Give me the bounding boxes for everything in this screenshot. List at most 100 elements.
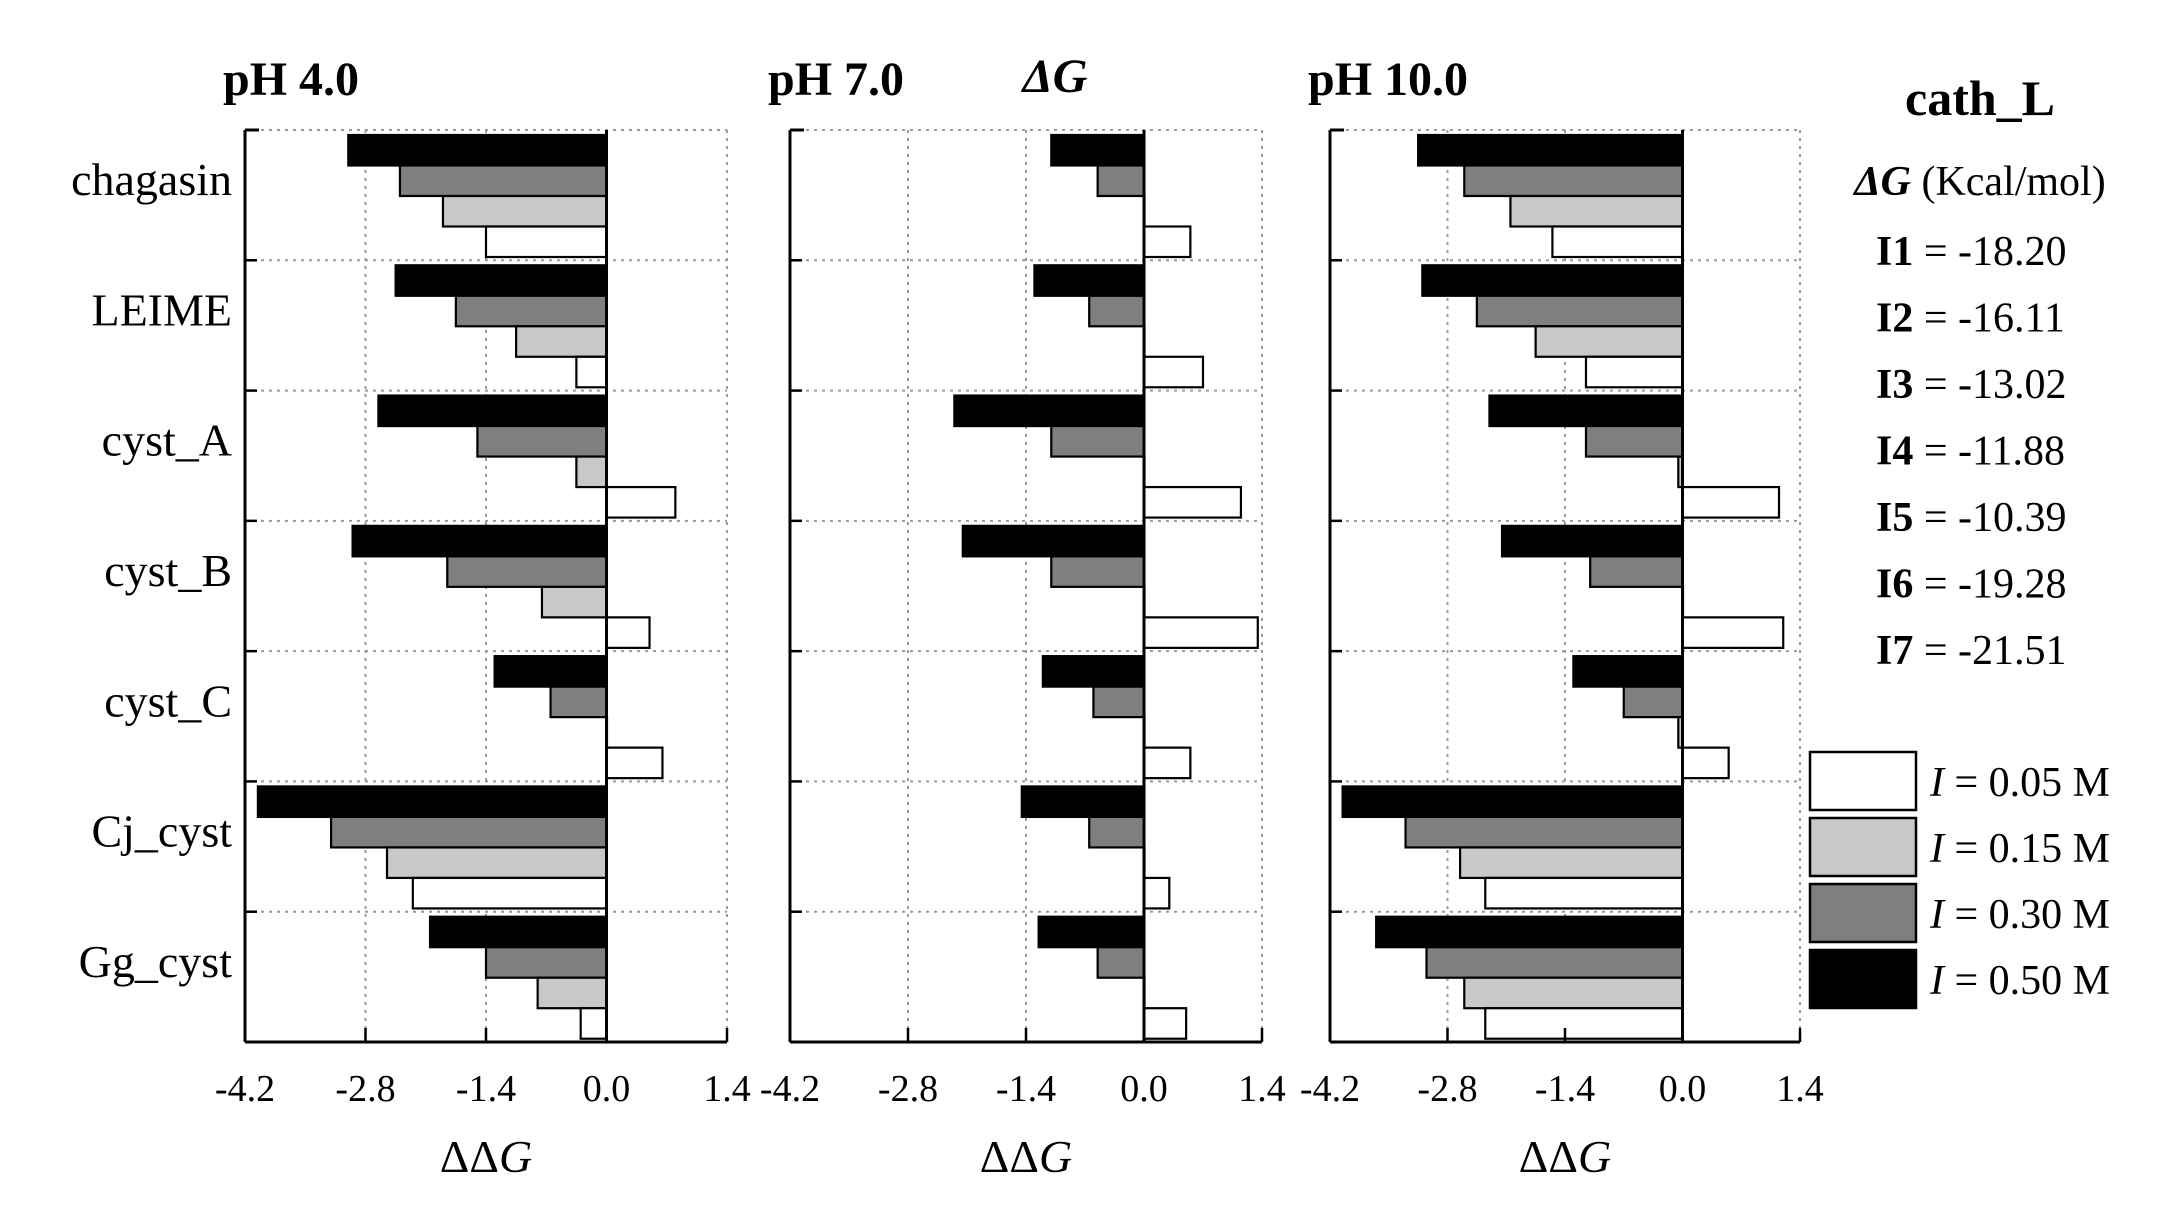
x-tick-label-1: -2.8: [1417, 1068, 1477, 1110]
bar-cyst_A-3: [1681, 485, 1781, 519]
bar-cyst_A-1: [476, 424, 608, 458]
x-tick-label-3: 0.0: [1120, 1068, 1168, 1110]
dg-value-i1: I1 = -18.20: [1876, 229, 2067, 275]
bar-cyst_C-1: [1622, 685, 1684, 719]
bar-cyst_A-1: [1584, 424, 1684, 458]
dg-title-symbol: ΔG: [1852, 159, 1911, 205]
bar-Cj_cyst-3: [1142, 876, 1171, 910]
bar-cyst_A-2: [575, 455, 608, 489]
bar-chagasin-3: [1142, 225, 1192, 259]
dg-values-title: ΔG (Kcal/mol): [1852, 159, 2105, 205]
bar-LEIME-1: [1475, 294, 1684, 328]
bar-cyst_B-0: [961, 524, 1146, 558]
bar-Cj_cyst-2: [385, 846, 608, 880]
bar-chagasin-0: [1050, 133, 1146, 167]
bar-Gg_cyst-3: [1142, 1007, 1188, 1040]
x-axis-label: ΔΔG: [1519, 1131, 1611, 1182]
panel-2: -4.2 -2.8 -1.4 0.0 1.4 ΔΔG pH 10.0: [1300, 53, 1824, 1182]
bar-cyst_A-0: [1488, 394, 1684, 428]
bar-cyst_C-0: [1041, 655, 1146, 688]
bar-chagasin-2: [1509, 194, 1684, 228]
bar-Gg_cyst-0: [1037, 915, 1146, 949]
bar-chagasin-3: [484, 225, 608, 259]
bar-cyst_C-1: [549, 685, 608, 719]
bar-cyst_A-3: [605, 485, 677, 519]
bar-chagasin-1: [1096, 164, 1146, 198]
bar-Cj_cyst-0: [1341, 785, 1684, 819]
bar-cyst_A-3: [1142, 485, 1243, 519]
x-tick-label-2: -1.4: [1535, 1068, 1595, 1110]
bar-Gg_cyst-3: [1484, 1007, 1684, 1040]
category-label-cyst_A: cyst_A: [102, 415, 232, 466]
bar-cyst_A-1: [1050, 424, 1146, 458]
protease-title: cath_L: [1905, 70, 2055, 126]
dg-value-i4: I4 = -11.88: [1876, 429, 2065, 475]
bar-LEIME-2: [1534, 325, 1684, 358]
bar-cyst_B-0: [1500, 524, 1684, 558]
bar-cyst_C-3: [605, 746, 664, 780]
bar-chagasin-0: [1417, 133, 1684, 167]
x-axis-label: ΔΔG: [440, 1131, 532, 1182]
bar-LEIME-3: [1142, 355, 1205, 389]
bar-LEIME-0: [1421, 264, 1684, 297]
x-tick-label-1: -2.8: [335, 1068, 395, 1110]
legend-label-1: I = 0.15 M: [1929, 826, 2110, 872]
x-tick-label-0: -4.2: [215, 1068, 275, 1110]
bar-chagasin-2: [441, 194, 608, 228]
bar-Cj_cyst-1: [1404, 815, 1684, 849]
bar-Gg_cyst-2: [1463, 976, 1684, 1010]
legend-label-2: I = 0.30 M: [1929, 892, 2110, 938]
bar-LEIME-3: [1584, 355, 1684, 389]
bar-LEIME-0: [394, 264, 608, 297]
bar-Gg_cyst-1: [484, 946, 608, 979]
bar-cyst_C-0: [493, 655, 608, 688]
x-tick-label-4: 1.4: [703, 1068, 751, 1110]
panel-title: pH 7.0: [768, 53, 904, 106]
legend-swatch-1: [1808, 816, 1918, 878]
category-label-chagasin: chagasin: [71, 154, 232, 205]
bar-LEIME-2: [515, 325, 608, 358]
bar-cyst_C-3: [1681, 746, 1730, 780]
x-tick-label-3: 0.0: [583, 1068, 631, 1110]
bar-Gg_cyst-0: [1375, 915, 1684, 949]
dg-title-unit: (Kcal/mol): [1911, 159, 2106, 205]
x-axis-label: ΔΔG: [980, 1131, 1072, 1182]
bar-cyst_B-1: [1050, 555, 1146, 588]
bar-Gg_cyst-1: [1425, 946, 1684, 979]
panel-1: -4.2 -2.8 -1.4 0.0 1.4 ΔΔG pH 7.0: [760, 53, 1286, 1182]
bar-cyst_A-0: [953, 394, 1146, 428]
bar-cyst_B-2: [540, 585, 608, 619]
dg-value-i3: I3 = -13.02: [1876, 362, 2067, 408]
bar-cyst_A-0: [377, 394, 608, 428]
bar-cyst_C-0: [1572, 655, 1684, 688]
x-tick-label-2: -1.4: [456, 1068, 516, 1110]
legend-label-0: I = 0.05 M: [1929, 760, 2110, 806]
bar-Gg_cyst-2: [536, 976, 608, 1010]
bar-Gg_cyst-1: [1096, 946, 1146, 979]
x-tick-label-0: -4.2: [1300, 1068, 1360, 1110]
bar-cyst_B-1: [446, 555, 608, 588]
legend-swatch-0: [1808, 750, 1918, 812]
x-tick-label-3: 0.0: [1659, 1068, 1707, 1110]
x-tick-label-4: 1.4: [1776, 1068, 1824, 1110]
bar-LEIME-0: [1033, 264, 1146, 297]
x-tick-label-4: 1.4: [1238, 1068, 1286, 1110]
bar-Cj_cyst-3: [1484, 876, 1684, 910]
x-tick-label-2: -1.4: [996, 1068, 1056, 1110]
dg-value-i6: I6 = -19.28: [1876, 562, 2067, 608]
bar-cyst_B-3: [605, 616, 651, 649]
dg-value-i2: I2 = -16.11: [1876, 296, 2065, 342]
bar-Cj_cyst-1: [1088, 815, 1146, 849]
bar-chagasin-1: [1463, 164, 1684, 198]
x-tick-label-1: -2.8: [878, 1068, 938, 1110]
bar-LEIME-1: [454, 294, 608, 328]
legend-label-3: I = 0.50 M: [1929, 958, 2110, 1004]
bar-cyst_C-3: [1142, 746, 1192, 780]
legend-swatch-3: [1808, 948, 1918, 1010]
bar-chagasin-0: [347, 133, 608, 167]
bar-LEIME-1: [1088, 294, 1146, 328]
bar-Gg_cyst-0: [428, 915, 608, 949]
legend-swatch-2: [1808, 882, 1918, 944]
bar-cyst_B-3: [1142, 616, 1259, 649]
